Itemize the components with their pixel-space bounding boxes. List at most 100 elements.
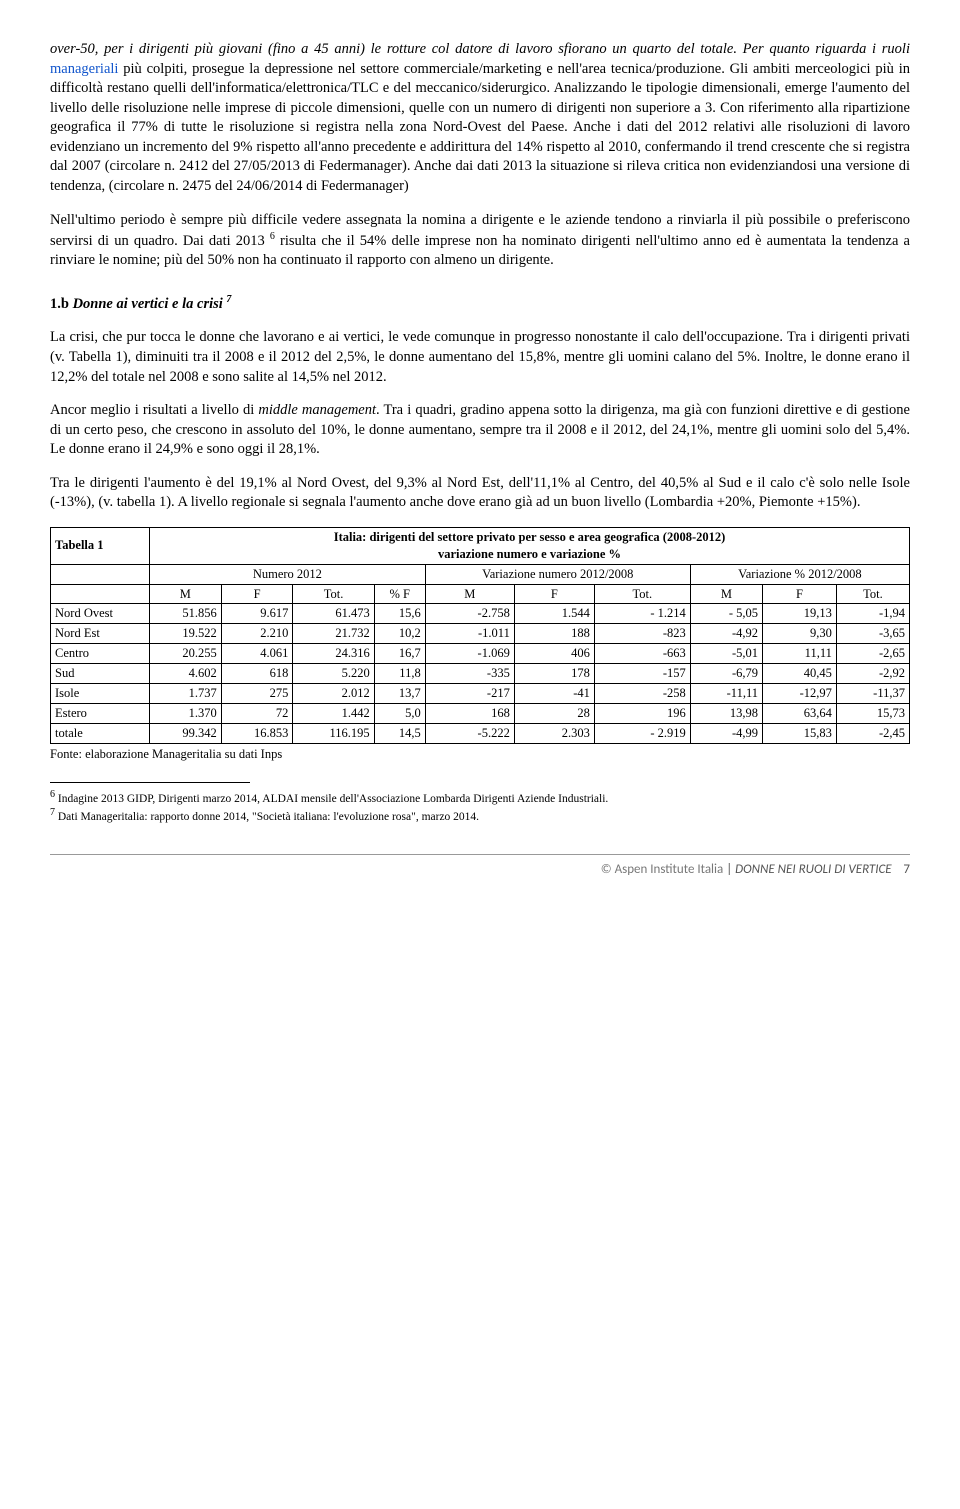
table-cell: 1.737 (150, 683, 222, 703)
table-row: totale99.34216.853116.19514,5-5.2222.303… (51, 723, 910, 743)
table-cell: -1.069 (425, 644, 514, 664)
col-10: Tot. (836, 584, 909, 604)
table-cell: 178 (514, 664, 594, 684)
table-cell: -2,65 (836, 644, 909, 664)
table-cell: 14,5 (374, 723, 425, 743)
table-cell: -157 (594, 664, 690, 684)
footnote-separator (50, 782, 250, 783)
table-cell: 11,8 (374, 664, 425, 684)
gh-3: Variazione % 2012/2008 (690, 564, 909, 584)
table-cell: - 2.919 (594, 723, 690, 743)
table-cell: -11,37 (836, 683, 909, 703)
sec-num: 1.b (50, 296, 73, 312)
paragraph-2: Nell'ultimo periodo è sempre più diffici… (50, 211, 910, 272)
footnote-7: 7 Dati Manageritalia: rapporto donne 201… (50, 807, 910, 824)
table-title: Italia: dirigenti del settore privato pe… (334, 530, 726, 544)
table-cell: 11,11 (763, 644, 837, 664)
table-cell: Nord Ovest (51, 604, 150, 624)
footnote-ref-7: 7 (226, 294, 231, 305)
table-cell: -11,11 (690, 683, 762, 703)
para1-rest: più colpiti, prosegue la depressione nel… (50, 61, 910, 194)
table-cell: -5,01 (690, 644, 762, 664)
table-cell: 21.732 (293, 624, 374, 644)
col-9: F (763, 584, 837, 604)
middle-management-text: middle management (258, 402, 376, 418)
table-source: Fonte: elaborazione Manageritalia su dat… (50, 746, 910, 763)
table-cell: 1.370 (150, 703, 222, 723)
table-cell: 5.220 (293, 664, 374, 684)
footer-page: 7 (903, 862, 910, 877)
table-row: Estero1.370721.4425,01682819613,9863,641… (51, 703, 910, 723)
table-cell: 9.617 (221, 604, 293, 624)
table-cell: 188 (514, 624, 594, 644)
table-1: Tabella 1 Italia: dirigenti del settore … (50, 527, 910, 744)
paragraph-4: Ancor meglio i risultati a livello di mi… (50, 401, 910, 460)
table-cell: -4,99 (690, 723, 762, 743)
table-subtitle: variazione numero e variazione % (438, 547, 621, 561)
table-cell: -258 (594, 683, 690, 703)
table-cell: 99.342 (150, 723, 222, 743)
table-row: Nord Ovest51.8569.61761.47315,6-2.7581.5… (51, 604, 910, 624)
manageriali-link[interactable]: manageriali (50, 61, 118, 77)
paragraph-5: Tra le dirigenti l'aumento è del 19,1% a… (50, 474, 910, 513)
table-cell: 13,7 (374, 683, 425, 703)
gh-1: Numero 2012 (150, 564, 426, 584)
table-cell: -663 (594, 644, 690, 664)
table-row: Sud4.6026185.22011,8-335178-157-6,7940,4… (51, 664, 910, 684)
table-cell: 1.544 (514, 604, 594, 624)
paragraph-1: over-50, per i dirigenti più giovani (fi… (50, 40, 910, 197)
table-row: Nord Est19.5222.21021.73210,2-1.011188-8… (51, 624, 910, 644)
table-cell: 4.602 (150, 664, 222, 684)
sec-name: Donne ai vertici e la crisi (73, 296, 227, 312)
fn7-text: Dati Manageritalia: rapporto donne 2014,… (55, 810, 479, 822)
table-cell: Estero (51, 703, 150, 723)
table-cell: -2,92 (836, 664, 909, 684)
over50-text: over-50, per i dirigenti più giovani (fi… (50, 41, 910, 57)
table-cell: Sud (51, 664, 150, 684)
table-cell: 196 (594, 703, 690, 723)
col-0 (51, 584, 150, 604)
table-cell: 4.061 (221, 644, 293, 664)
table-col-header: M F Tot. % F M F Tot. M F Tot. (51, 584, 910, 604)
table-cell: -41 (514, 683, 594, 703)
table-cell: Nord Est (51, 624, 150, 644)
page-footer: © Aspen Institute Italia | DONNE NEI RUO… (50, 854, 910, 879)
table-cell: 24.316 (293, 644, 374, 664)
paragraph-3: La crisi, che pur tocca le donne che lav… (50, 328, 910, 387)
table-label: Tabella 1 (51, 527, 150, 564)
gh-2: Variazione numero 2012/2008 (425, 564, 690, 584)
table-cell: 275 (221, 683, 293, 703)
table-group-header: Numero 2012 Variazione numero 2012/2008 … (51, 564, 910, 584)
table-cell: 2.303 (514, 723, 594, 743)
table-cell: -4,92 (690, 624, 762, 644)
table-cell: - 5,05 (690, 604, 762, 624)
para4-a: Ancor meglio i risultati a livello di (50, 402, 258, 418)
table-cell: -823 (594, 624, 690, 644)
table-cell: 72 (221, 703, 293, 723)
col-3: Tot. (293, 584, 374, 604)
table-cell: 15,6 (374, 604, 425, 624)
table-cell: -6,79 (690, 664, 762, 684)
table-cell: 15,73 (836, 703, 909, 723)
gh-0 (51, 564, 150, 584)
table-cell: Isole (51, 683, 150, 703)
table-row: Centro20.2554.06124.31616,7-1.069406-663… (51, 644, 910, 664)
table-cell: 9,30 (763, 624, 837, 644)
table-cell: 2.012 (293, 683, 374, 703)
table-cell: 51.856 (150, 604, 222, 624)
table-cell: 40,45 (763, 664, 837, 684)
table-cell: -1,94 (836, 604, 909, 624)
table-cell: -12,97 (763, 683, 837, 703)
table-cell: 15,83 (763, 723, 837, 743)
table-cell: 61.473 (293, 604, 374, 624)
table-cell: 63,64 (763, 703, 837, 723)
table-cell: totale (51, 723, 150, 743)
table-cell: 28 (514, 703, 594, 723)
table-cell: 10,2 (374, 624, 425, 644)
table-cell: 5,0 (374, 703, 425, 723)
table-cell: 16.853 (221, 723, 293, 743)
table-cell: -3,65 (836, 624, 909, 644)
section-1b-title: 1.b Donne ai vertici e la crisi 7 (50, 293, 910, 314)
table-cell: -2,45 (836, 723, 909, 743)
fn6-text: Indagine 2013 GIDP, Dirigenti marzo 2014… (55, 793, 608, 805)
